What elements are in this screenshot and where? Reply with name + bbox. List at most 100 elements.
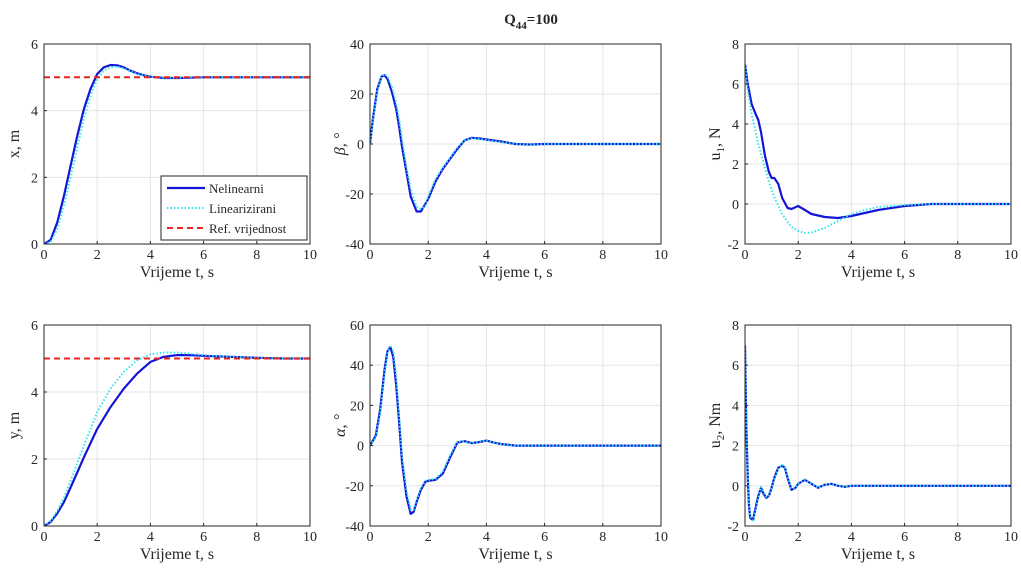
x-tick-label: 4 xyxy=(483,530,490,545)
legend: Nelinearni Linearizirani Ref. vrijednost xyxy=(160,175,308,241)
series-line-linearizirani xyxy=(745,63,1011,234)
x-tick-label: 10 xyxy=(1004,530,1018,545)
x-axis-label: Vrijeme t, s xyxy=(140,264,214,281)
x-tick-label: 2 xyxy=(795,530,802,545)
y-tick-label: 4 xyxy=(31,386,38,401)
y-axis-label: x, m xyxy=(6,129,23,158)
y-tick-label: 40 xyxy=(350,38,364,53)
y-tick-label: 8 xyxy=(732,38,739,53)
x-tick-label: 6 xyxy=(901,530,908,545)
series-line-nelinearni xyxy=(745,63,1011,220)
x-tick-label: 0 xyxy=(367,530,374,545)
x-tick-label: 8 xyxy=(954,530,961,545)
legend-label: Nelinearni xyxy=(209,181,264,196)
series-line-nelinearni xyxy=(370,74,661,213)
y-tick-label: 6 xyxy=(31,38,38,53)
x-tick-label: 6 xyxy=(541,248,548,263)
legend-label: Ref. vrijednost xyxy=(209,221,287,236)
y-axis-label-sub: 1 xyxy=(715,147,727,153)
x-tick-label: 0 xyxy=(367,248,374,263)
y-tick-label: -20 xyxy=(345,188,364,203)
y-tick-label: 0 xyxy=(357,440,364,455)
x-tick-label: 4 xyxy=(147,530,154,545)
x-tick-label: 10 xyxy=(654,248,668,263)
axes-box xyxy=(43,43,311,245)
y-axis-label: u1, N xyxy=(707,127,727,161)
y-axis-label-tail: , N xyxy=(707,127,724,147)
y-tick-label: 0 xyxy=(357,138,364,153)
x-tick-label: 10 xyxy=(303,248,317,263)
subplot-beta: 0 2 4 6 8 10 -40 -20 0 20 40 Vrijeme t, s β, ° xyxy=(332,38,668,281)
x-tick-label: 6 xyxy=(200,530,207,545)
y-tick-label: -40 xyxy=(345,238,364,253)
y-tick-label: 0 xyxy=(732,198,739,213)
x-axis-label: Vrijeme t, s xyxy=(478,264,552,281)
y-tick-label: -40 xyxy=(345,520,364,535)
figure-title: Q44=100 xyxy=(504,12,558,32)
series-line-linearizirani xyxy=(44,65,310,244)
x-tick-label: 2 xyxy=(94,530,101,545)
y-tick-label: 40 xyxy=(350,359,364,374)
y-tick-label: 0 xyxy=(31,238,38,253)
y-axis-label: u2, Nm xyxy=(707,402,727,448)
y-tick-label: -2 xyxy=(727,520,739,535)
series-line-nelinearni xyxy=(370,346,661,516)
x-tick-label: 2 xyxy=(795,248,802,263)
y-axis-label: y, m xyxy=(6,411,23,439)
x-tick-label: 4 xyxy=(147,248,154,263)
x-tick-label: 10 xyxy=(654,530,668,545)
y-tick-label: -2 xyxy=(727,238,739,253)
y-axis-label: β, ° xyxy=(332,132,349,156)
y-tick-label: 4 xyxy=(732,399,739,414)
y-tick-label: 8 xyxy=(732,319,739,334)
x-tick-label: 8 xyxy=(599,248,606,263)
x-axis-label: Vrijeme t, s xyxy=(841,264,915,281)
legend-label: Linearizirani xyxy=(209,201,277,216)
x-tick-label: 8 xyxy=(253,248,260,263)
y-tick-label: 2 xyxy=(31,453,38,468)
x-tick-label: 8 xyxy=(954,248,961,263)
y-axis-label: α, ° xyxy=(332,414,349,437)
y-tick-label: 20 xyxy=(350,399,364,414)
y-tick-label: 4 xyxy=(732,118,739,133)
x-tick-label: 0 xyxy=(742,248,749,263)
axes-box xyxy=(43,324,311,527)
y-tick-label: 6 xyxy=(732,78,739,93)
x-tick-label: 2 xyxy=(425,248,432,263)
y-tick-label: 60 xyxy=(350,319,364,334)
x-tick-label: 0 xyxy=(742,530,749,545)
series-line-linearizirani xyxy=(370,73,661,210)
axes-box xyxy=(744,43,1012,245)
y-tick-label: 6 xyxy=(732,359,739,374)
y-tick-label: 0 xyxy=(732,480,739,495)
y-tick-label: 20 xyxy=(350,88,364,103)
x-tick-label: 2 xyxy=(94,248,101,263)
series-line-nelinearni xyxy=(44,354,310,526)
series-line-nelinearni xyxy=(44,63,310,244)
series-line-linearizirani xyxy=(370,344,661,511)
x-tick-label: 10 xyxy=(1004,248,1018,263)
x-tick-label: 10 xyxy=(303,530,317,545)
y-axis-label-main: u xyxy=(707,440,724,448)
y-tick-label: 0 xyxy=(31,520,38,535)
y-axis-label-main: u xyxy=(707,153,724,161)
y-axis-label-tail: , Nm xyxy=(707,402,724,435)
y-tick-label: 6 xyxy=(31,319,38,334)
x-tick-label: 0 xyxy=(41,530,48,545)
y-tick-label: 2 xyxy=(732,158,739,173)
y-axis-label-sub: 2 xyxy=(715,435,727,441)
x-tick-label: 4 xyxy=(848,248,855,263)
x-tick-label: 6 xyxy=(200,248,207,263)
x-tick-label: 8 xyxy=(253,530,260,545)
y-tick-label: 2 xyxy=(31,171,38,186)
x-tick-label: 6 xyxy=(541,530,548,545)
x-axis-label: Vrijeme t, s xyxy=(140,546,214,563)
x-tick-label: 4 xyxy=(848,530,855,545)
y-tick-label: 2 xyxy=(732,440,739,455)
x-axis-label: Vrijeme t, s xyxy=(841,546,915,563)
